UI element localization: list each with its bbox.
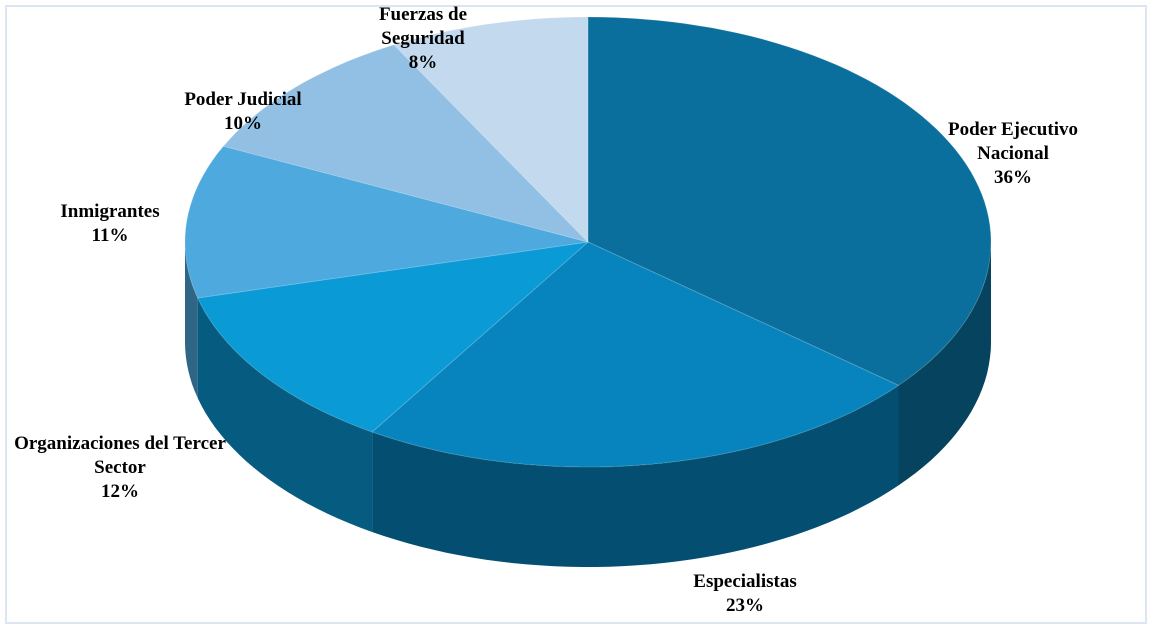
pie-slice: [184, 145, 589, 299]
data-label: Inmigrantes 11%: [30, 200, 190, 248]
category-label: Especialistas: [693, 571, 797, 592]
category-label: Inmigrantes: [60, 201, 160, 222]
pie-slice: [371, 241, 900, 468]
pie-slice: [587, 16, 992, 386]
category-label: Organizaciones del Tercer Sector: [14, 433, 226, 478]
pie-slice: [196, 241, 590, 433]
data-label: Fuerzas de Seguridad 8%: [363, 3, 483, 75]
value-label: 11%: [91, 225, 129, 246]
pie-side: [197, 298, 373, 532]
value-label: 8%: [408, 52, 438, 73]
data-label: Poder Ejecutivo Nacional 36%: [928, 118, 1098, 190]
category-label: Poder Judicial: [184, 89, 302, 110]
data-label: Organizaciones del Tercer Sector 12%: [5, 432, 235, 504]
value-label: 23%: [726, 595, 764, 616]
value-label: 12%: [101, 481, 139, 502]
chart-frame: [5, 5, 1147, 624]
value-label: 36%: [994, 167, 1032, 188]
pie-side: [898, 242, 991, 486]
category-label: Fuerzas de Seguridad: [378, 4, 468, 49]
pie-slice: [222, 44, 590, 243]
data-label: Poder Judicial 10%: [148, 88, 338, 136]
data-label: Especialistas 23%: [645, 570, 845, 618]
value-label: 10%: [224, 113, 262, 134]
pie-slice: [392, 16, 589, 244]
pie-side: [185, 242, 198, 398]
category-label: Poder Ejecutivo Nacional: [948, 119, 1078, 164]
pie-side: [372, 385, 899, 567]
